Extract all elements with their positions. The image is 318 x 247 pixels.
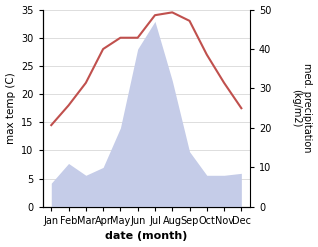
Y-axis label: med. precipitation
(kg/m2): med. precipitation (kg/m2) (291, 63, 313, 153)
X-axis label: date (month): date (month) (105, 231, 188, 242)
Y-axis label: max temp (C): max temp (C) (5, 72, 16, 144)
